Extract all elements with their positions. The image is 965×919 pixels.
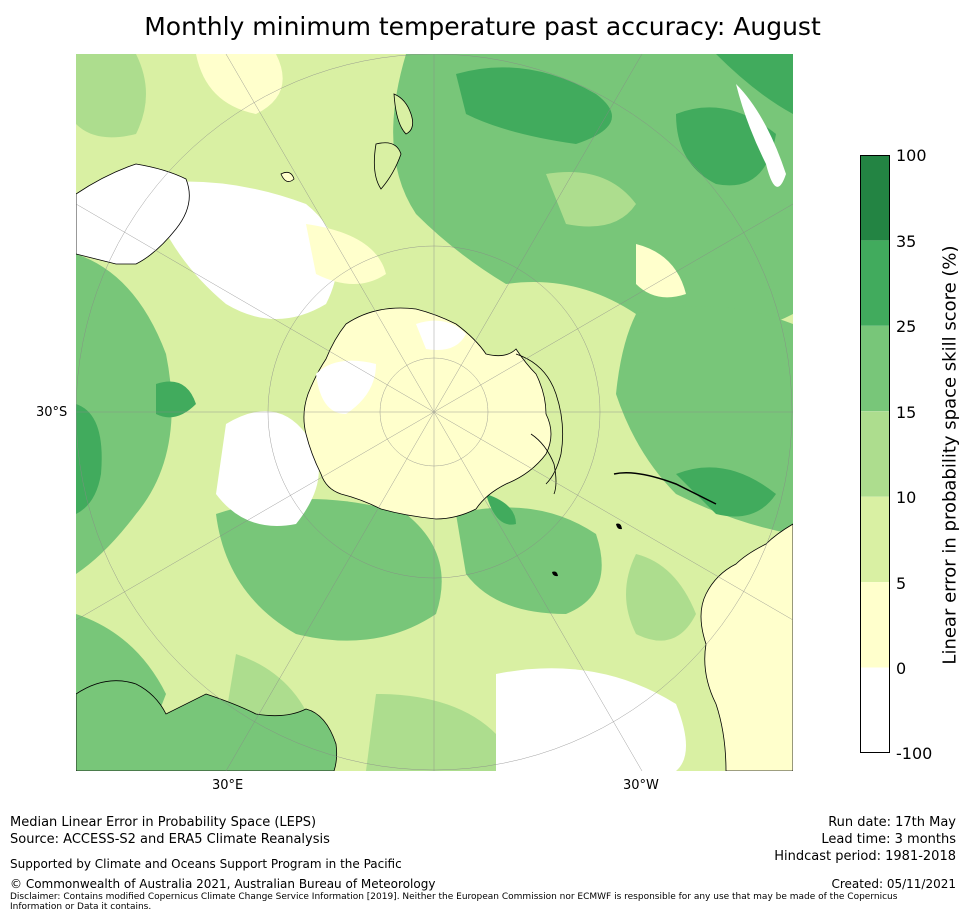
colorbar xyxy=(860,155,890,753)
skill-map xyxy=(76,54,793,771)
footer-copyright: © Commonwealth of Australia 2021, Austra… xyxy=(10,877,436,891)
lon-label-30w: 30°W xyxy=(623,778,659,793)
hindcast-period: Hindcast period: 1981-2018 xyxy=(774,849,956,864)
colorbar-bin-15-25 xyxy=(860,325,890,412)
colorbar-tick-10: 10 xyxy=(896,488,917,507)
colorbar-tick-neg100: -100 xyxy=(896,744,933,763)
skill-field xyxy=(76,54,793,771)
colorbar-tick-5: 5 xyxy=(896,574,907,593)
colorbar-tick-35: 35 xyxy=(896,232,917,251)
footer-supported: Supported by Climate and Oceans Support … xyxy=(10,857,402,871)
footer-source: Source: ACCESS-S2 and ERA5 Climate Reana… xyxy=(10,832,330,847)
lead-time: Lead time: 3 months xyxy=(821,832,956,847)
footer-leps: Median Linear Error in Probability Space… xyxy=(10,815,317,830)
antarctica-outline xyxy=(303,307,552,520)
colorbar-tick-100: 100 xyxy=(896,146,927,165)
colorbar-title: Linear error in probability space skill … xyxy=(939,245,961,665)
colorbar-tick-0: 0 xyxy=(896,659,907,678)
island xyxy=(616,523,622,530)
lon-label-30e: 30°E xyxy=(212,778,244,793)
colorbar-bin-10-15 xyxy=(860,411,890,497)
created-date: Created: 05/11/2021 xyxy=(831,877,956,891)
colorbar-bin-25-35 xyxy=(860,240,890,326)
south-america-coastline xyxy=(700,523,793,771)
colorbar-bin-neg100-0 xyxy=(860,667,890,753)
island xyxy=(280,171,295,182)
lat-label-30s: 30°S xyxy=(36,405,68,420)
colorbar-tick-25: 25 xyxy=(896,317,917,336)
colorbar-bin-5-10 xyxy=(860,496,890,583)
colorbar-bin-0-5 xyxy=(860,582,890,668)
new-zealand-coastline xyxy=(373,93,414,190)
colorbar-tick-15: 15 xyxy=(896,403,917,422)
chart-title: Monthly minimum temperature past accurac… xyxy=(144,12,821,41)
africa-coastline xyxy=(76,163,190,265)
colorbar-bin-35-100 xyxy=(860,155,890,241)
footer-disclaimer: Disclaimer: Contains modified Copernicus… xyxy=(10,892,898,912)
graticule xyxy=(76,54,793,771)
run-date: Run date: 17th May xyxy=(828,815,956,830)
australia-coastline xyxy=(76,680,338,771)
peninsula xyxy=(530,433,557,495)
island xyxy=(552,571,558,577)
